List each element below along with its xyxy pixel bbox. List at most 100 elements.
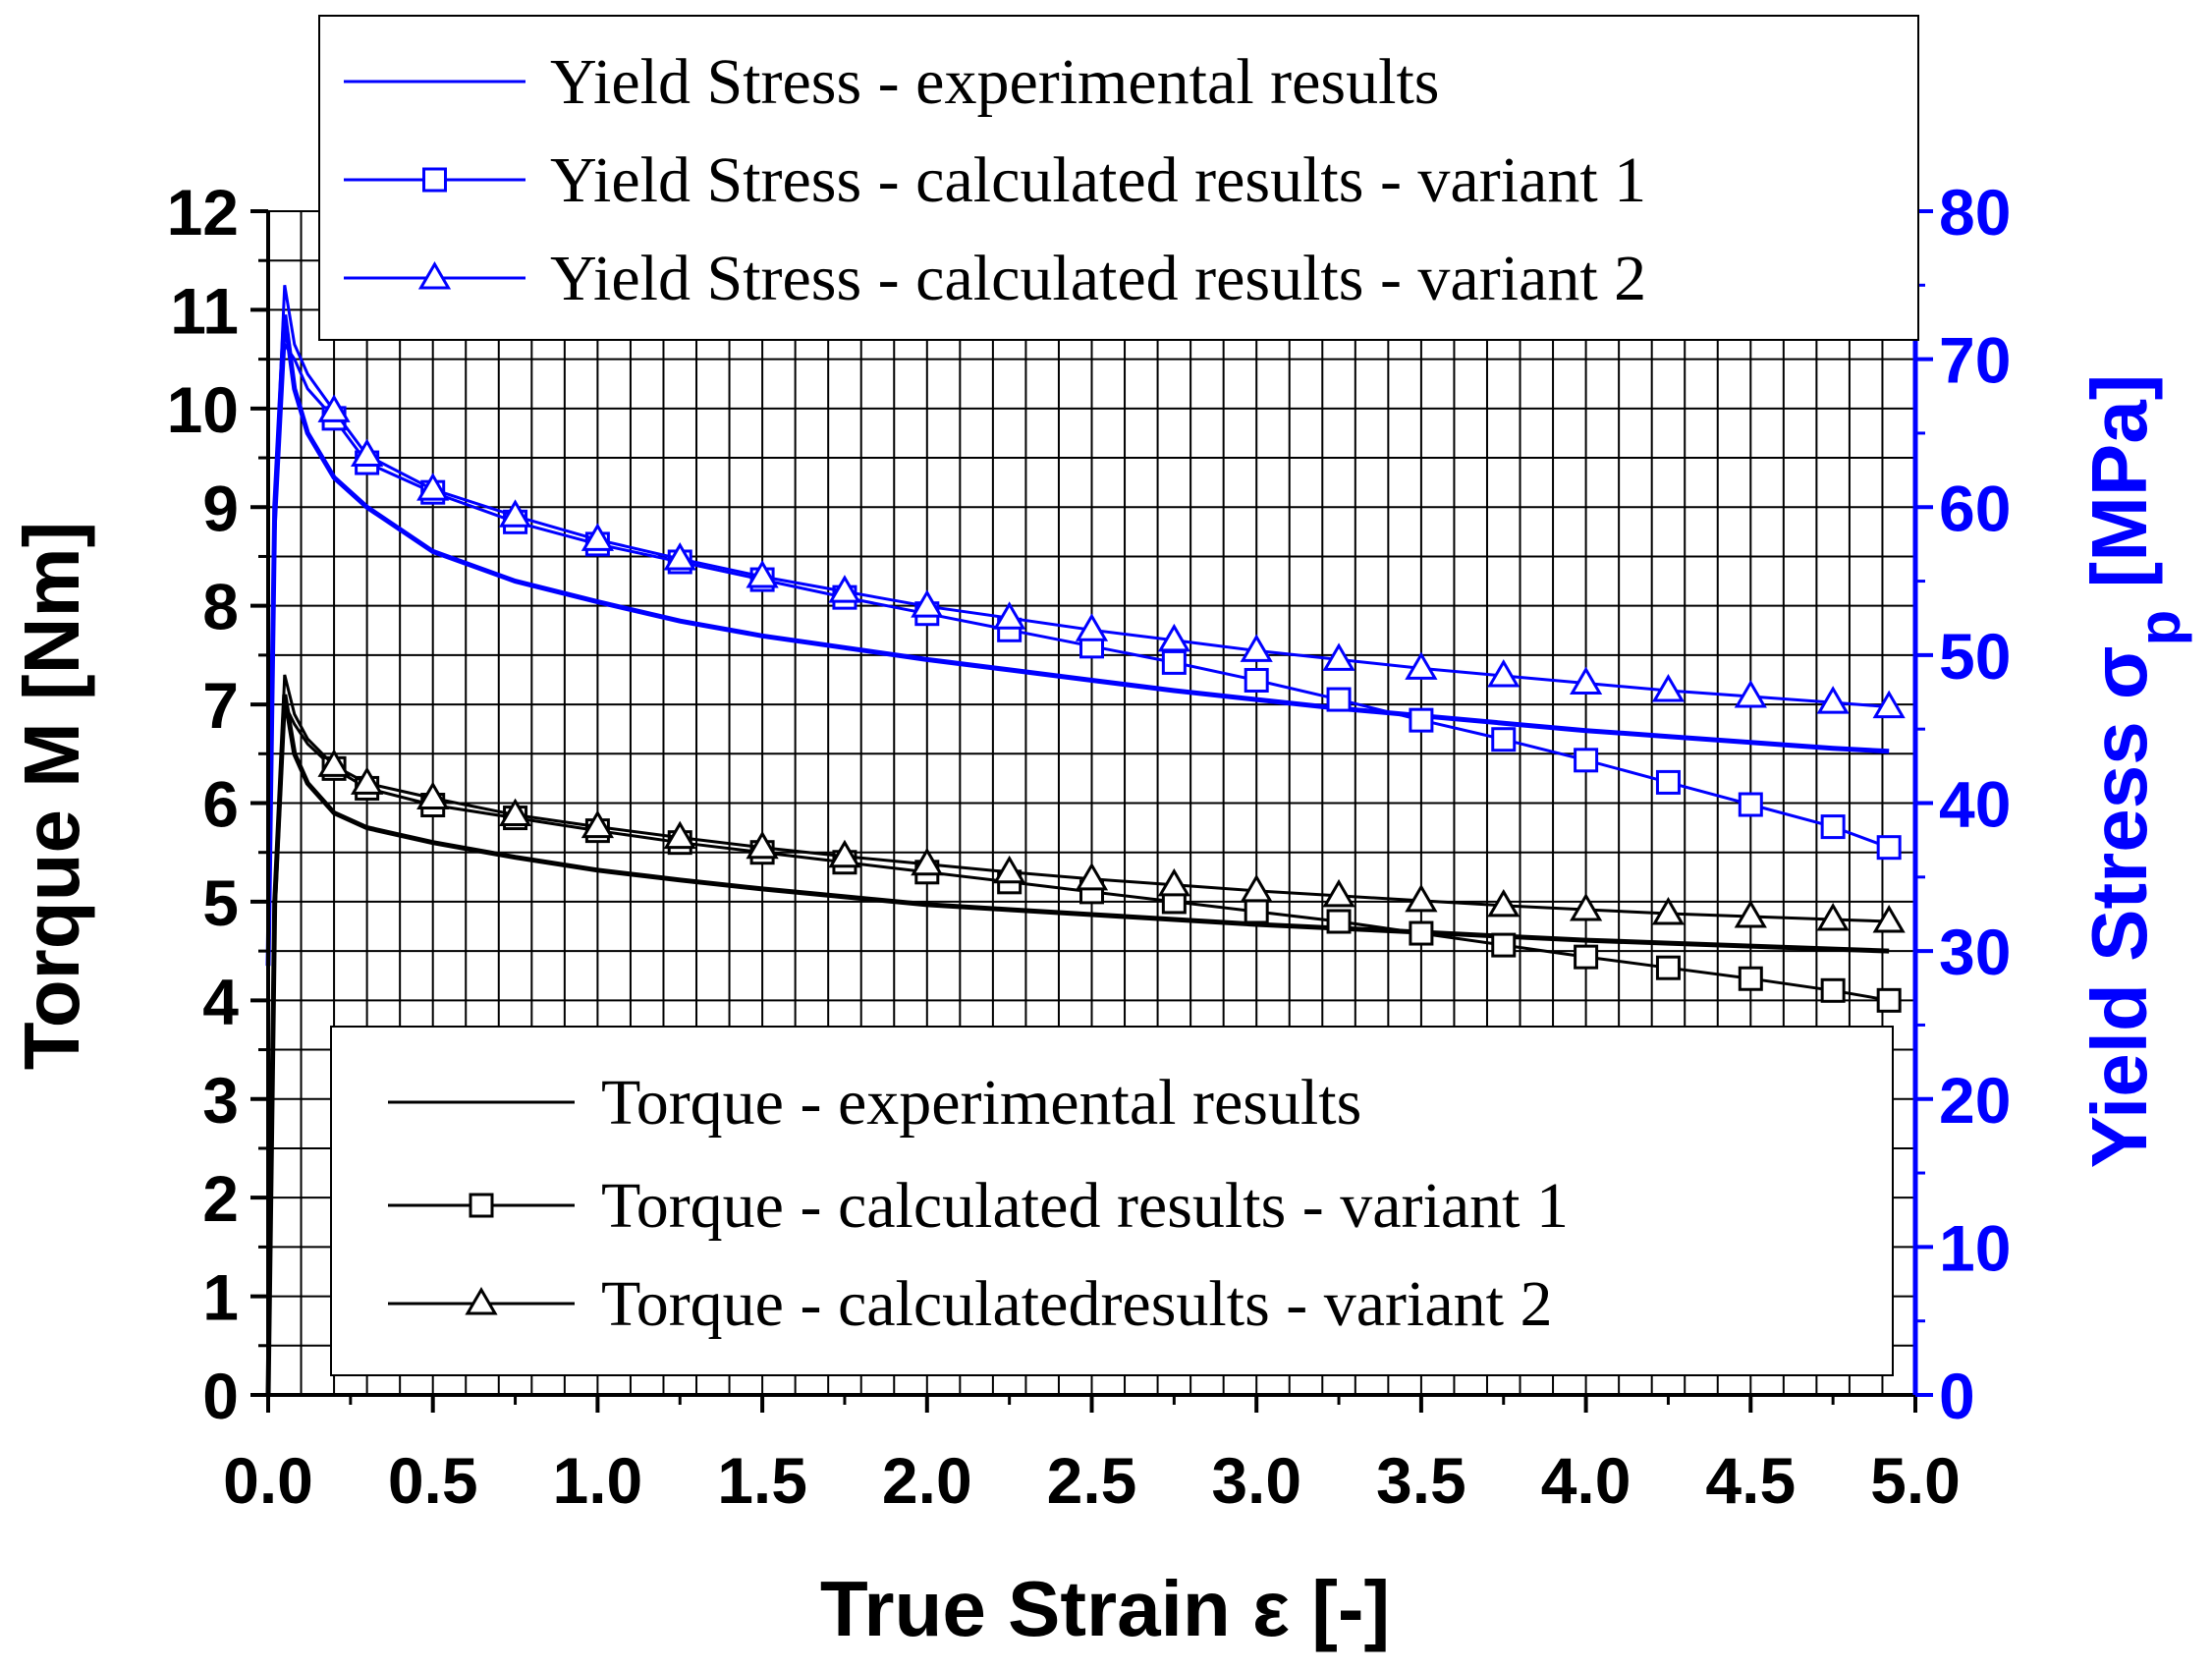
data-point-triangle bbox=[1405, 883, 1438, 913]
series-line bbox=[266, 285, 1890, 967]
y-left-tick-label: 8 bbox=[202, 571, 239, 643]
y-left-tick-label: 5 bbox=[202, 866, 239, 939]
y-left-tick-label: 1 bbox=[202, 1261, 239, 1334]
legend-box bbox=[318, 15, 1919, 341]
series-6 bbox=[266, 285, 1906, 967]
data-point-square bbox=[1244, 667, 1269, 693]
data-point-triangle bbox=[911, 847, 944, 876]
data-point-triangle bbox=[1816, 903, 1850, 931]
data-point-triangle bbox=[1240, 634, 1273, 662]
y-left-tick-label: 3 bbox=[202, 1064, 239, 1137]
series-layer bbox=[265, 285, 1906, 1396]
data-point-triangle bbox=[416, 473, 450, 501]
data-point-square bbox=[1409, 707, 1434, 733]
data-point-triangle bbox=[993, 855, 1026, 884]
data-point-square bbox=[1820, 814, 1846, 840]
data-point-triangle bbox=[1405, 651, 1438, 680]
series-line bbox=[266, 674, 1890, 1396]
x-tick-label: 2.0 bbox=[882, 1444, 972, 1517]
data-point-triangle bbox=[1240, 873, 1273, 903]
data-point-square bbox=[1574, 944, 1599, 970]
x-tick-label: 4.5 bbox=[1705, 1444, 1796, 1517]
legend-top: Yield Stress - experimental results Yield… bbox=[318, 15, 1919, 341]
series-line bbox=[265, 694, 1890, 1396]
data-point-square bbox=[1244, 899, 1269, 924]
data-point-triangle bbox=[828, 575, 861, 603]
y-left-tick-label: 9 bbox=[202, 472, 239, 544]
legend-bottom: Torque - experimental results Torque - ca… bbox=[330, 1026, 1894, 1376]
data-point-square bbox=[1326, 687, 1352, 712]
y-right-title-main: Yield Stress σ bbox=[2075, 645, 2163, 1168]
legend-entry-label: Torque - calculatedresults - variant 2 bbox=[601, 1268, 1552, 1340]
data-point-square bbox=[1655, 955, 1681, 980]
y-left-tick-label: 7 bbox=[202, 669, 239, 742]
data-point-triangle bbox=[1157, 867, 1190, 897]
x-tick-label: 1.5 bbox=[717, 1444, 807, 1517]
data-point-square bbox=[1491, 932, 1517, 958]
data-point-square bbox=[1820, 977, 1846, 1003]
y-right-tick-label: 30 bbox=[1939, 916, 2011, 988]
x-tick-label: 3.0 bbox=[1211, 1444, 1301, 1517]
data-point-triangle bbox=[1651, 896, 1686, 925]
data-point-triangle bbox=[911, 589, 944, 618]
data-point-triangle bbox=[1734, 900, 1767, 928]
data-point-triangle bbox=[993, 601, 1026, 630]
data-point-triangle bbox=[663, 541, 696, 571]
tick-labels: 0.0 0.5 1.0 1.5 2.0 2.5 3.0 3.5 4.0 4.5 5.00123456… bbox=[167, 176, 2012, 1517]
data-point-triangle bbox=[746, 830, 779, 860]
y-right-tick-label: 10 bbox=[1939, 1211, 2011, 1284]
series-line bbox=[265, 314, 1890, 967]
series-1 bbox=[265, 694, 1890, 1396]
data-point-triangle bbox=[498, 499, 532, 528]
data-point-square bbox=[1574, 748, 1599, 773]
data-point-triangle bbox=[498, 798, 532, 827]
data-point-square bbox=[1161, 649, 1187, 675]
x-tick-label: 0.0 bbox=[223, 1444, 313, 1517]
y-right-title-subscript: p bbox=[2127, 610, 2192, 646]
y-right-tick-label: 70 bbox=[1939, 324, 2011, 397]
y-left-tick-label: 4 bbox=[202, 965, 239, 1037]
x-tick-label: 1.0 bbox=[553, 1444, 643, 1517]
data-point-triangle bbox=[1872, 905, 1906, 933]
y-right-tick-label: 20 bbox=[1939, 1064, 2011, 1137]
series-line bbox=[266, 698, 1890, 1396]
data-point-triangle bbox=[1487, 658, 1521, 688]
y-right-title-unit: [MPa] bbox=[2075, 374, 2163, 610]
data-point-triangle bbox=[1651, 674, 1686, 702]
x-tick-label: 4.0 bbox=[1541, 1444, 1631, 1517]
x-tick-label: 2.5 bbox=[1047, 1444, 1137, 1517]
legend-entry-label: Yield Stress - calculated results - vari… bbox=[550, 144, 1646, 216]
data-point-triangle bbox=[317, 394, 351, 422]
data-point-triangle bbox=[1734, 680, 1767, 708]
data-point-square bbox=[1738, 792, 1763, 817]
y-left-tick-label: 2 bbox=[202, 1162, 239, 1235]
data-point-triangle bbox=[1872, 690, 1906, 719]
legend-entry-label: Yield Stress - experimental results bbox=[550, 46, 1439, 118]
data-point-square bbox=[1876, 987, 1902, 1013]
data-point-triangle bbox=[746, 560, 779, 588]
y-left-tick-label: 12 bbox=[167, 176, 239, 249]
y-left-tick-label: 11 bbox=[170, 274, 239, 347]
y-left-tick-label: 0 bbox=[202, 1360, 239, 1432]
y-right-tick-label: 0 bbox=[1939, 1360, 1975, 1432]
y-right-tick-label: 80 bbox=[1939, 176, 2011, 249]
legend-marker-square bbox=[469, 1193, 494, 1218]
x-tick-label: 3.5 bbox=[1376, 1444, 1466, 1517]
data-point-triangle bbox=[1487, 888, 1521, 918]
data-point-triangle bbox=[317, 749, 351, 777]
y-right-tick-label: 50 bbox=[1939, 620, 2011, 693]
legend-marker-triangle bbox=[417, 261, 452, 290]
legend-box bbox=[330, 1026, 1894, 1376]
x-tick-label: 5.0 bbox=[1870, 1444, 1961, 1517]
data-point-square bbox=[1409, 920, 1434, 946]
data-point-square bbox=[1655, 769, 1681, 795]
data-point-triangle bbox=[581, 809, 615, 839]
y-left-tick-label: 6 bbox=[202, 768, 239, 841]
y-right-tick-label: 40 bbox=[1939, 768, 2011, 841]
data-point-square bbox=[1491, 727, 1517, 752]
data-point-triangle bbox=[1075, 613, 1109, 641]
data-point-triangle bbox=[828, 839, 861, 868]
data-point-triangle bbox=[1816, 686, 1850, 714]
data-point-triangle bbox=[1075, 862, 1109, 891]
